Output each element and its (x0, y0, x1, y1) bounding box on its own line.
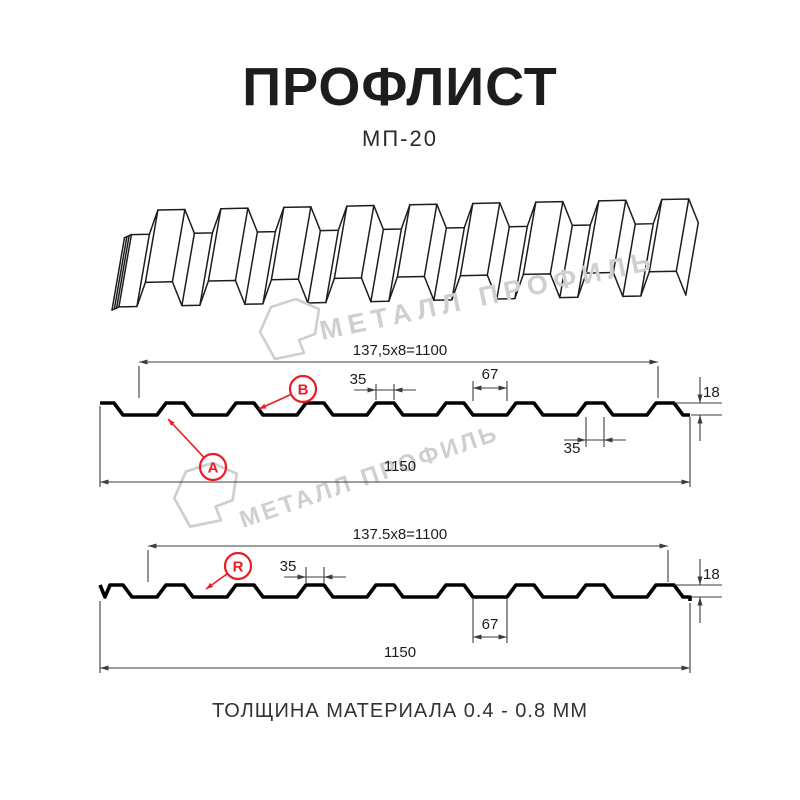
drawing-shape (168, 419, 175, 426)
dimension-label: 137,5x8=1100 (353, 342, 447, 359)
dim-line (577, 224, 592, 299)
dimension-label: 1150 (384, 644, 416, 661)
dim-line (360, 204, 375, 279)
dim-line (612, 199, 627, 274)
drawing-shape (473, 634, 482, 640)
drawing-shape (681, 479, 690, 485)
dim-line (423, 203, 438, 278)
drawing-shape (498, 385, 507, 391)
drawing-shape (98, 583, 692, 601)
dimension-label: 35 (280, 558, 297, 575)
dim-line (270, 206, 285, 281)
drawing-shape (697, 394, 703, 403)
dim-line (167, 418, 205, 459)
drawing-shape (100, 665, 109, 671)
drawing-shape (649, 359, 658, 365)
drawing-shape (259, 403, 267, 409)
dim-line (118, 233, 133, 308)
dimension-label: 35 (350, 371, 367, 388)
dimension-label: 18 (703, 384, 720, 401)
dim-line (262, 230, 277, 305)
dim-line (181, 232, 196, 307)
page-title: ПРОФЛИСТ (242, 57, 558, 117)
dimension-label: A (208, 460, 219, 477)
drawing-shape (697, 576, 703, 585)
sheet-3d-view (111, 198, 700, 311)
drawing-shape (659, 543, 668, 549)
brand-logo-watermark (258, 297, 321, 361)
brand-logo-watermark (172, 461, 239, 529)
dim-line (622, 223, 637, 298)
dimension-label: 35 (564, 440, 581, 457)
dim-line (549, 200, 564, 275)
dim-line (244, 231, 259, 306)
drawing-shape (100, 401, 690, 417)
dim-line (559, 224, 574, 299)
dimension-label: B (298, 382, 309, 399)
drawing-shape (206, 582, 214, 589)
dim-line (115, 234, 130, 309)
dimension-label: R (233, 559, 244, 576)
dim-line (496, 225, 511, 300)
watermark-text: МЕТАЛЛ ПРОФИЛЬ (236, 419, 503, 533)
dimension-label: 1150 (384, 458, 416, 475)
callout-circle (288, 374, 318, 404)
dim-line (333, 205, 348, 280)
drawing-shape (681, 665, 690, 671)
dim-line (123, 233, 133, 239)
drawing-shape (498, 634, 507, 640)
dim-line (370, 228, 385, 303)
dim-line (459, 202, 474, 277)
dim-line (136, 233, 151, 308)
dim-line (514, 225, 529, 300)
drawing-shape (697, 415, 703, 424)
dimension-label: 137.5x8=1100 (353, 526, 447, 543)
dim-line (207, 207, 222, 282)
drawing-shape (697, 597, 703, 606)
drawing-shape (100, 479, 109, 485)
dim-line (486, 202, 501, 276)
dim-line (144, 209, 159, 284)
dim-line (111, 306, 120, 311)
dim-line (640, 222, 655, 297)
dim-line (648, 198, 663, 273)
profile-section-side-r: 137.5x8=1100 35 67 18 1150 R (98, 526, 722, 673)
dim-line (297, 206, 312, 280)
dim-line (522, 201, 537, 276)
dim-line (685, 221, 700, 296)
dim-line (451, 226, 466, 301)
dim-line (585, 200, 600, 274)
dimension-label: 67 (482, 366, 499, 383)
header: ПРОФЛИСТ МП-20 (0, 56, 800, 152)
dim-line (199, 232, 214, 306)
drawing-shape (148, 543, 157, 549)
dim-line (433, 227, 448, 302)
dim-line (388, 228, 403, 302)
dimension-label: 67 (482, 616, 499, 633)
dim-line (396, 204, 411, 278)
drawing-shape (473, 385, 482, 391)
dimension-label: 18 (703, 566, 720, 583)
dim-line (111, 237, 126, 311)
profile-section-side-ab: 137,5x8=1100 35 67 18 35 1150 A B (99, 342, 722, 487)
dim-line (325, 229, 340, 304)
material-thickness-note: ТОЛЩИНА МАТЕРИАЛА 0.4 - 0.8 ММ (211, 700, 588, 722)
callout-circle (223, 551, 253, 581)
dim-line (171, 208, 186, 283)
dim-line (307, 229, 322, 304)
product-code: МП-20 (362, 126, 438, 151)
sheet-edge-line (118, 270, 687, 308)
dim-line (113, 235, 128, 310)
drawing-shape (139, 359, 148, 365)
dim-line (234, 207, 249, 282)
callout-circle (198, 452, 228, 482)
dim-line (675, 198, 690, 272)
